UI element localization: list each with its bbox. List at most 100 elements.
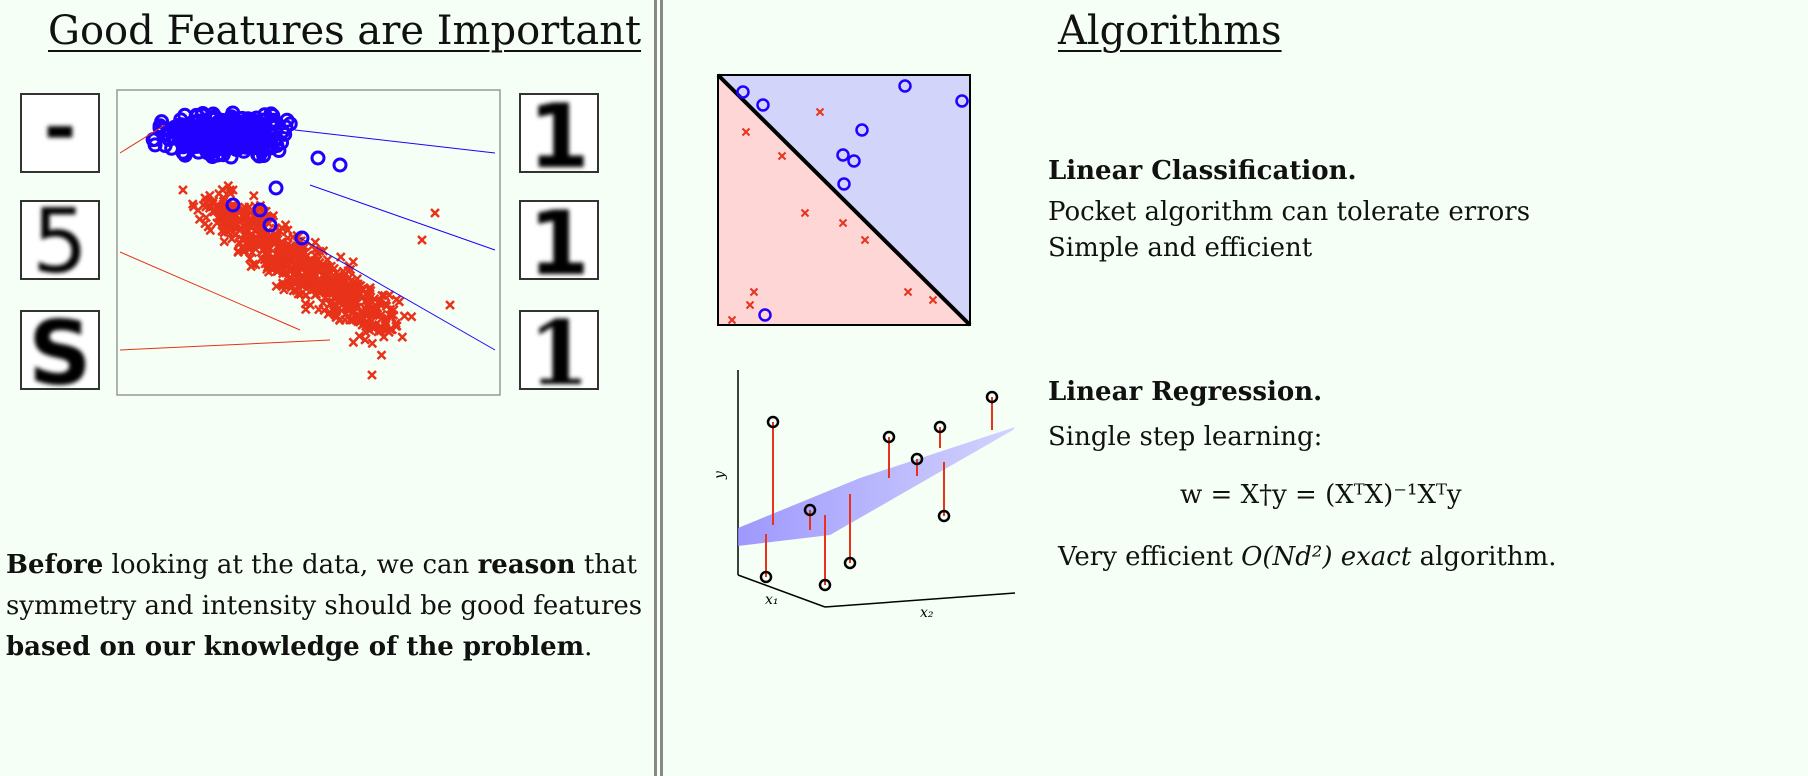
red-point	[727, 315, 737, 325]
point-five	[329, 263, 340, 274]
point-five	[204, 190, 215, 201]
point-five	[282, 225, 293, 236]
text: looking at the data, we can	[103, 550, 478, 580]
digit-image-five-slanted: S	[20, 310, 100, 390]
point-five	[394, 296, 405, 307]
point-one	[257, 117, 273, 133]
digit-image-one-bar: -	[20, 93, 100, 173]
point-five	[200, 218, 210, 229]
classification-line-2: Simple and efficient	[1048, 233, 1313, 263]
point-five	[288, 285, 299, 296]
point-five	[335, 292, 346, 303]
pseudo-inverse-formula: w = X†y = (XᵀX)⁻¹Xᵀy	[1180, 480, 1462, 510]
point-one	[225, 197, 241, 213]
paragraph-line-2: symmetry and intensity should be good fe…	[6, 591, 643, 621]
point-five	[430, 208, 440, 218]
emphasis-before: Before	[6, 550, 104, 580]
blue-point	[837, 177, 851, 191]
red-point	[777, 151, 787, 161]
point-five	[343, 285, 353, 296]
classification-heading: Linear Classification.	[1048, 156, 1357, 186]
point-five	[318, 298, 328, 308]
data-point	[882, 430, 896, 444]
axis-label-x2: x₂	[920, 605, 934, 621]
point-five	[233, 214, 244, 225]
point-one	[210, 121, 226, 137]
blue-point	[736, 85, 750, 99]
data-point	[910, 452, 924, 466]
point-five	[250, 225, 261, 236]
point-five	[296, 274, 307, 285]
right-title: Algorithms	[1058, 8, 1282, 54]
emphasis-knowledge: based on our knowledge of the problem	[6, 632, 585, 662]
point-five	[372, 302, 383, 313]
point-five	[354, 331, 365, 342]
point-five	[226, 233, 237, 244]
point-five	[276, 223, 287, 233]
point-five	[380, 298, 391, 309]
point-five	[244, 202, 254, 213]
blue-point	[836, 148, 850, 162]
point-one	[187, 130, 203, 146]
point-one	[269, 138, 285, 154]
classification-line-1: Pocket algorithm can tolerate errors	[1048, 197, 1531, 227]
point-one	[152, 120, 168, 136]
point-five	[339, 270, 349, 281]
point-one	[332, 157, 348, 173]
point-five	[188, 201, 199, 212]
point-five	[228, 185, 238, 195]
point-five	[364, 294, 375, 304]
point-five	[340, 315, 350, 325]
point-one	[205, 134, 221, 150]
axis-label-y: y	[712, 470, 728, 480]
blue-point	[955, 94, 969, 108]
point-five	[316, 281, 326, 292]
point-five	[330, 309, 340, 319]
feature-scatter-plot	[145, 105, 455, 380]
point-five	[219, 236, 230, 247]
data-point	[766, 415, 780, 429]
point-five	[386, 312, 397, 323]
paragraph-line-1: Before looking at the data, we can reaso…	[6, 550, 637, 581]
point-five	[234, 237, 245, 248]
point-five	[310, 256, 321, 267]
point-five	[300, 255, 311, 266]
point-five	[214, 188, 224, 199]
point-five	[228, 199, 238, 210]
point-one	[294, 230, 310, 246]
point-five	[376, 309, 387, 320]
point-five	[360, 335, 370, 345]
blue-point	[756, 98, 770, 112]
digit-glyph: S	[28, 312, 91, 388]
point-five	[207, 199, 218, 209]
red-point	[741, 127, 751, 137]
point-one	[256, 148, 272, 164]
digit-connector-lines	[119, 124, 496, 351]
red-point	[860, 235, 870, 245]
point-five	[200, 197, 211, 208]
point-five	[271, 281, 282, 292]
blue-point	[847, 154, 861, 168]
digit-glyph: 1	[528, 202, 589, 278]
point-five	[286, 250, 296, 261]
point-one	[252, 202, 268, 218]
blue-point	[758, 308, 772, 322]
text: algorithm.	[1411, 542, 1557, 572]
point-five	[352, 273, 363, 284]
point-five	[248, 259, 259, 270]
red-point	[749, 287, 759, 297]
point-five	[224, 217, 235, 228]
point-one	[268, 180, 284, 196]
point-five	[277, 240, 287, 251]
digit-image-one: 1	[519, 93, 599, 173]
divider	[654, 0, 657, 776]
point-one	[172, 132, 188, 148]
point-five	[290, 277, 301, 288]
point-one	[228, 117, 244, 133]
point-five	[365, 282, 375, 293]
blue-point	[898, 79, 912, 93]
point-five	[209, 206, 219, 217]
regression-heading: Linear Regression.	[1048, 377, 1323, 407]
digit-image-one-serif: 1	[519, 310, 599, 390]
